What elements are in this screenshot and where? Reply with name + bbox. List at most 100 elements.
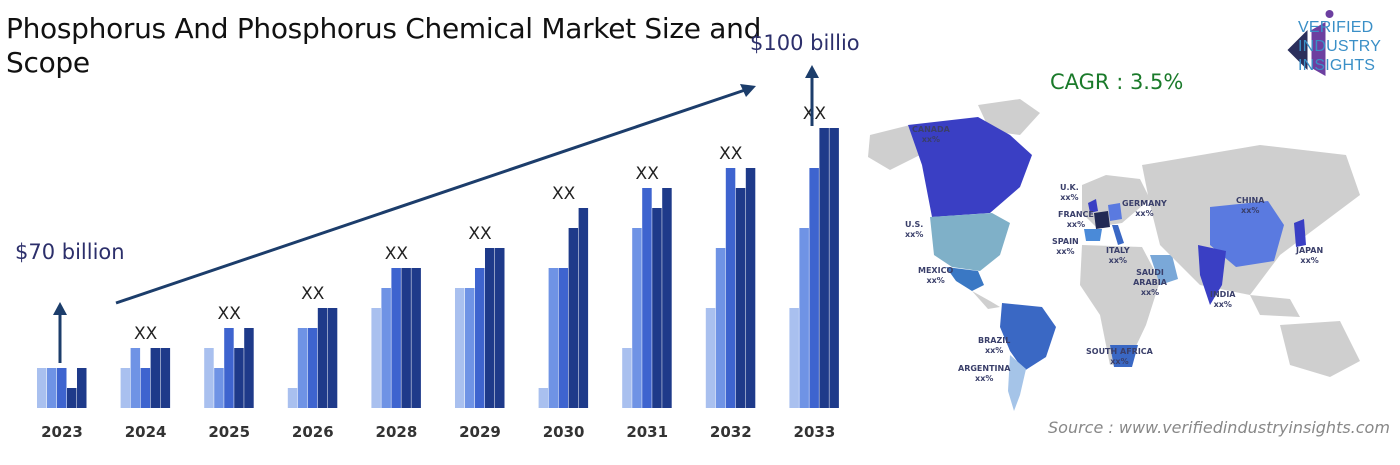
map-label-value: xx% [1241, 206, 1260, 215]
map-label-value: xx% [1066, 220, 1086, 229]
bar-2025-s2 [214, 368, 224, 408]
map-label-name: JAPAN [1296, 246, 1324, 255]
x-tick-2028: 2028 [376, 423, 418, 441]
bar-2028-s4 [401, 268, 411, 408]
bar-2026-s1 [287, 388, 298, 408]
map-label-china: CHINA xx% [1236, 196, 1264, 216]
map-region-france [1094, 211, 1110, 229]
map-label-name: CANADA [912, 125, 950, 134]
bar-2024-s4 [150, 348, 161, 408]
map-label-name: BRAZIL [978, 336, 1011, 345]
x-tick-2026: 2026 [292, 423, 334, 441]
bar-2023-s5 [77, 368, 87, 408]
map-label-name: GERMANY [1122, 199, 1167, 208]
map-region-china [1210, 201, 1284, 267]
map-label-italy: ITALY xx% [1106, 246, 1130, 266]
bar-2025-s1 [204, 348, 214, 408]
bar-2029-s5 [495, 248, 505, 408]
bar-2030-s4 [568, 228, 579, 408]
bar-2031-s3 [642, 188, 652, 408]
map-landmass-africa [1080, 245, 1160, 365]
map-label-name: ARGENTINA [958, 364, 1011, 373]
map-label-value: xx% [1213, 300, 1232, 309]
bar-2023-s2 [47, 368, 57, 408]
x-tick-2029: 2029 [459, 423, 501, 441]
data-label-2029: XX [468, 224, 492, 244]
map-region-uk [1088, 199, 1098, 213]
logo-line-2: INDUSTRY [1298, 38, 1382, 55]
logo-line-3: INSIGHTS [1298, 57, 1376, 74]
logo-shape-left [1287, 30, 1308, 70]
bar-2026-s2 [297, 328, 308, 408]
map-label-value: xx% [1135, 209, 1154, 218]
map-label-name: U.K. [1060, 183, 1079, 192]
arrows-layer [53, 65, 819, 363]
bar-chart: 2023 2024 XX 2025 XX 2026 XX 2028 XX 2029 XX 2030 XX… [15, 31, 860, 441]
bar-2031-s2 [632, 228, 642, 408]
bar-2023-s4 [67, 388, 77, 408]
bar-2030-s5 [578, 208, 589, 408]
map-label-france: FRANCE xx% [1058, 210, 1094, 230]
map-label-germany: GERMANY xx% [1122, 199, 1167, 219]
start-arrow-head [53, 302, 67, 315]
bar-2033-s4 [819, 128, 829, 408]
logo-mark [1287, 10, 1334, 76]
logo-dot [1325, 10, 1334, 18]
map-label-u-k-: U.K. xx% [1060, 183, 1079, 203]
map-landmass-seasia [1250, 295, 1300, 317]
bar-2032-s5 [745, 168, 756, 408]
map-label-name: SPAIN [1052, 237, 1079, 246]
bar-2026-s4 [317, 308, 328, 408]
data-label-2028: XX [385, 244, 409, 264]
trend-arrow [115, 87, 749, 305]
labels-layer: 2023 2024 XX 2025 XX 2026 XX 2028 XX 2029 XX 2030 XX… [41, 104, 835, 441]
map-region-mexico [946, 267, 984, 291]
map-region-italy [1112, 225, 1124, 245]
bar-2028-s5 [411, 268, 421, 408]
bar-2032-s1 [705, 308, 716, 408]
bar-2031-s5 [662, 188, 672, 408]
map-label-name: SAUDI ARABIA [1133, 268, 1167, 287]
bar-2030-s3 [558, 268, 569, 408]
map-region-south-africa [1110, 345, 1138, 367]
x-tick-2025: 2025 [208, 423, 250, 441]
map-label-south-africa: SOUTH AFRICA xx% [1086, 347, 1153, 367]
logo-text: VERIFIED INDUSTRY INSIGHTS [1298, 18, 1381, 75]
bar-2029-s1 [455, 288, 465, 408]
bar-2030-s2 [548, 268, 559, 408]
bar-2025-s4 [234, 348, 244, 408]
bar-2029-s4 [485, 248, 495, 408]
map-region-saudi-arabia [1150, 255, 1178, 285]
map-label-value: xx% [975, 374, 994, 383]
bar-2032-s4 [735, 188, 746, 408]
map-label-name: INDIA [1210, 290, 1236, 299]
bar-2030-s1 [538, 388, 549, 408]
map-region-germany [1108, 203, 1122, 221]
map-label-u-s-: U.S. xx% [905, 220, 923, 240]
bar-2024-s2 [130, 348, 141, 408]
map-label-name: SOUTH AFRICA [1086, 347, 1153, 356]
map-landmass-central [972, 291, 1000, 309]
map-label-name: U.S. [905, 220, 924, 229]
data-label-2031: XX [636, 164, 660, 184]
bar-2032-s3 [725, 168, 736, 408]
map-label-canada: CANADA xx% [912, 125, 950, 145]
bar-2032-s2 [715, 248, 726, 408]
map-label-name: FRANCE [1058, 210, 1094, 219]
bar-2023-s3 [57, 368, 67, 408]
bar-2026-s3 [307, 328, 318, 408]
map-label-value: xx% [1108, 256, 1127, 265]
bar-2033-s1 [789, 308, 799, 408]
map-label-value: xx% [921, 135, 941, 144]
cagr-label: CAGR : 3.5% [1050, 70, 1184, 94]
map-label-value: xx% [1060, 193, 1079, 202]
map-label-saudi-arabia: SAUDI ARABIA xx% [1130, 268, 1170, 298]
data-label-2025: XX [218, 304, 242, 324]
map-label-name: CHINA [1236, 196, 1265, 205]
map-label-india: INDIA xx% [1210, 290, 1235, 310]
bar-2033-s5 [829, 128, 839, 408]
x-tick-2024: 2024 [125, 423, 167, 441]
bar-2029-s2 [465, 288, 475, 408]
bar-2029-s3 [475, 268, 485, 408]
map-label-name: ITALY [1106, 246, 1130, 255]
